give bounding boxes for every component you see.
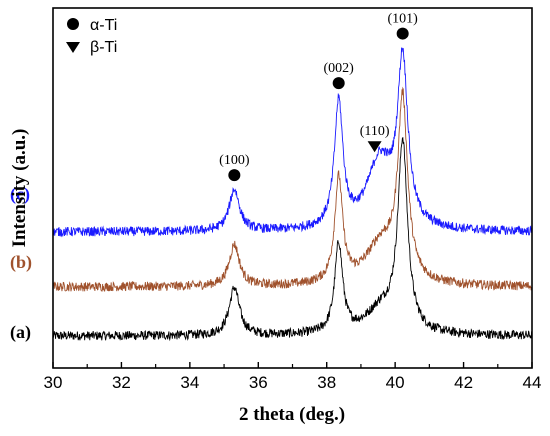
peak-label: (002) bbox=[324, 61, 355, 76]
alpha-ti-marker-icon bbox=[67, 18, 79, 30]
peak-label: (100) bbox=[219, 153, 250, 168]
x-tick-label: 40 bbox=[386, 373, 405, 392]
series-line-3 bbox=[52, 47, 533, 238]
legend-label-beta: β-Ti bbox=[90, 39, 117, 56]
alpha-ti-peak-marker-icon bbox=[396, 27, 409, 40]
x-tick-label: 36 bbox=[249, 373, 268, 392]
beta-ti-marker-icon bbox=[66, 42, 80, 53]
x-tick-label: 34 bbox=[180, 373, 199, 392]
legend-label-alpha: α-Ti bbox=[90, 17, 117, 34]
plot-frame bbox=[52, 7, 533, 369]
legend: α-Ti β-Ti bbox=[66, 17, 117, 56]
beta-ti-peak-marker-icon bbox=[367, 141, 382, 153]
legend-entry-beta: β-Ti bbox=[66, 39, 117, 56]
annotation-layer: (100) (002) (110) (101) bbox=[219, 12, 418, 182]
x-tick-label: 42 bbox=[454, 373, 473, 392]
alpha-ti-peak-marker-icon bbox=[228, 169, 241, 182]
x-tick-label: 32 bbox=[112, 373, 131, 392]
series-line-2 bbox=[52, 86, 533, 292]
x-axis-title: 2 theta (deg.) bbox=[239, 404, 345, 425]
peak-label: (110) bbox=[360, 124, 390, 139]
x-tick-label: 44 bbox=[523, 373, 542, 392]
series-layer: (a) (b) (c) bbox=[10, 47, 533, 343]
x-tick-label: 30 bbox=[44, 373, 63, 392]
x-axis-ticks: 30 32 34 36 38 40 42 44 bbox=[44, 362, 542, 392]
series-label-1: (a) bbox=[10, 322, 31, 343]
x-tick-label: 38 bbox=[317, 373, 336, 392]
legend-entry-alpha: α-Ti bbox=[67, 17, 117, 34]
peak-label: (101) bbox=[388, 12, 419, 27]
alpha-ti-peak-marker-icon bbox=[332, 77, 345, 90]
series-label-3: (c) bbox=[10, 184, 30, 205]
y-axis-title: Intensity (a.u.) bbox=[9, 129, 30, 248]
series-line-1 bbox=[52, 137, 533, 342]
series-label-2: (b) bbox=[10, 252, 32, 273]
